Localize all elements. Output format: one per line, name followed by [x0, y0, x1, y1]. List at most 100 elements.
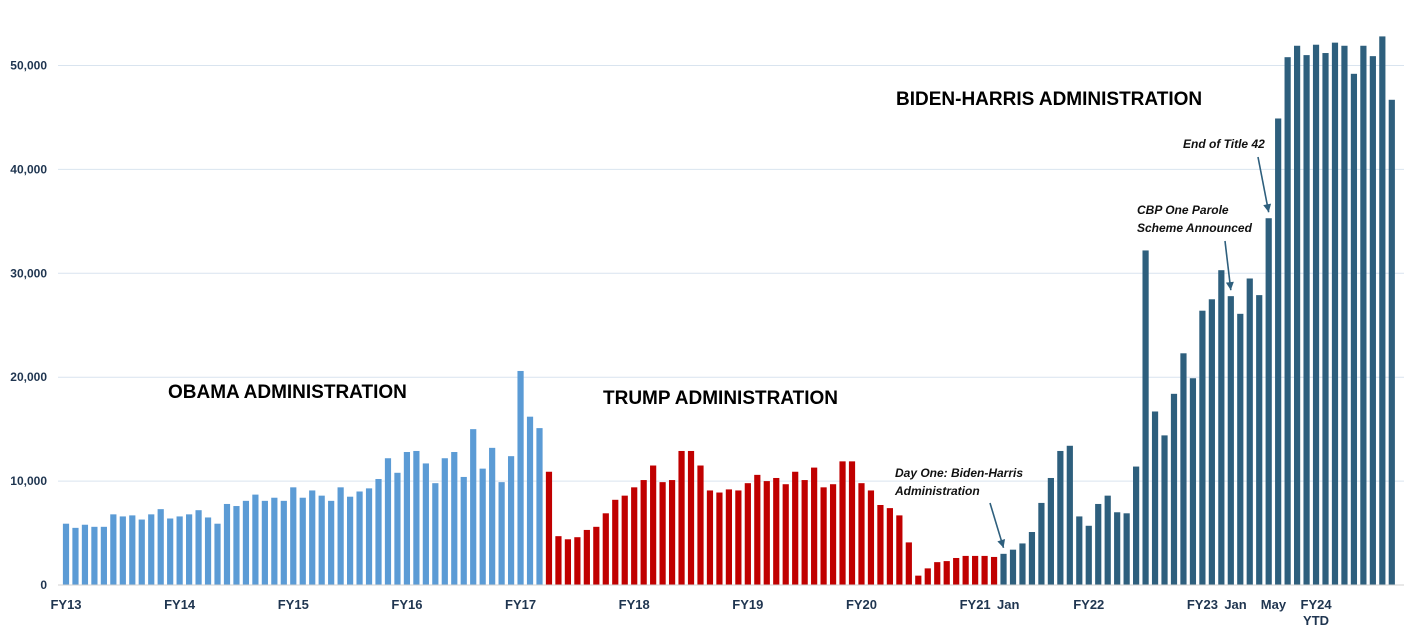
bar	[460, 476, 467, 585]
bar	[763, 481, 770, 585]
bar	[706, 490, 714, 585]
bar	[176, 516, 183, 585]
bar	[290, 487, 297, 585]
bar	[697, 465, 704, 585]
annotation-cbp-one-line1: CBP One Parole	[1137, 203, 1229, 217]
bar	[1170, 393, 1178, 585]
bar	[195, 510, 202, 585]
bar	[1189, 378, 1197, 585]
bar	[782, 484, 789, 585]
bar	[1341, 45, 1348, 586]
bar	[214, 523, 221, 585]
bar	[773, 477, 780, 585]
bar	[1047, 477, 1054, 585]
x-tick-label: FY15	[278, 597, 309, 612]
bar	[886, 508, 893, 585]
bar	[754, 474, 761, 585]
y-tick-label: 0	[40, 578, 47, 592]
bar	[1256, 295, 1263, 585]
bar	[1133, 466, 1140, 585]
bar	[1114, 512, 1121, 585]
annotation-arrow-head	[997, 539, 1006, 548]
bar	[1227, 296, 1234, 585]
bar	[829, 484, 837, 585]
bar	[820, 487, 827, 585]
bar	[100, 526, 107, 585]
x-tick-label: FY22	[1073, 597, 1104, 612]
bar	[962, 555, 969, 585]
annotation-day-one-arrow	[989, 502, 1006, 549]
bar	[1095, 503, 1102, 585]
bar	[839, 461, 846, 585]
y-tick-label: 40,000	[10, 162, 47, 176]
bar	[91, 526, 98, 585]
bar	[356, 491, 363, 585]
bar	[1028, 532, 1036, 585]
bar	[659, 482, 666, 585]
y-axis: 0 10,000 20,000 30,000 40,000 50,000	[10, 59, 47, 593]
bar	[990, 556, 998, 585]
bar	[668, 480, 676, 585]
bar	[1019, 543, 1026, 585]
bar	[451, 452, 458, 585]
bar	[1312, 44, 1320, 586]
bar	[924, 568, 931, 585]
bar	[384, 458, 392, 585]
y-tick-label: 50,000	[10, 59, 47, 73]
x-tick-label: FY23	[1187, 597, 1218, 612]
bar	[687, 450, 695, 585]
bar	[413, 450, 420, 585]
bar	[72, 527, 79, 585]
bar	[915, 575, 922, 585]
bar	[1151, 411, 1159, 585]
bar	[725, 489, 732, 585]
bar	[867, 490, 875, 585]
bar	[943, 561, 950, 585]
bar	[148, 514, 155, 585]
x-tick-label: FY18	[619, 597, 650, 612]
bar	[1303, 55, 1310, 586]
bar	[650, 465, 657, 585]
bar	[1331, 42, 1339, 586]
x-tick-label: FY24	[1301, 597, 1333, 612]
bar	[280, 500, 287, 585]
x-tick-label: May	[1261, 597, 1287, 612]
bar	[1057, 450, 1064, 585]
x-tick-label: FY20	[846, 597, 877, 612]
bar	[347, 496, 354, 585]
bar	[233, 506, 240, 585]
obama-administration-label: OBAMA ADMINISTRATION	[168, 382, 407, 403]
annotation-day-one: Day One: Biden-Harris Administration	[894, 466, 1023, 549]
annotation-cbp-one: CBP One Parole Scheme Announced	[1137, 203, 1253, 291]
x-axis: FY13 FY14 FY15 FY16 FY17 FY18 FY19 FY20 FY21 Jan F…	[50, 597, 1332, 628]
bar	[261, 500, 268, 585]
x-tick-label: FY19	[732, 597, 763, 612]
bar	[858, 483, 865, 585]
bar	[564, 539, 572, 585]
bar	[1009, 549, 1017, 585]
bar	[953, 557, 960, 585]
bar	[337, 487, 344, 585]
bar	[186, 514, 193, 585]
bar	[1076, 516, 1083, 585]
bar	[631, 487, 638, 585]
bar	[242, 500, 250, 585]
bar	[422, 463, 429, 585]
annotation-arrow-head	[1263, 203, 1272, 213]
bar	[678, 450, 685, 585]
bar	[972, 555, 979, 585]
annotation-cbp-one-arrow	[1224, 240, 1234, 291]
bar	[479, 468, 486, 585]
bar	[1104, 495, 1111, 585]
bar	[507, 456, 515, 585]
bar	[252, 494, 259, 585]
bar	[981, 555, 988, 585]
x-tick-label: FY16	[391, 597, 422, 612]
bar	[1161, 435, 1168, 585]
bar	[403, 452, 411, 585]
bar	[811, 467, 818, 585]
bar	[1085, 525, 1092, 585]
bar	[848, 461, 856, 585]
annotation-cbp-one-line2: Scheme Announced	[1137, 221, 1253, 235]
